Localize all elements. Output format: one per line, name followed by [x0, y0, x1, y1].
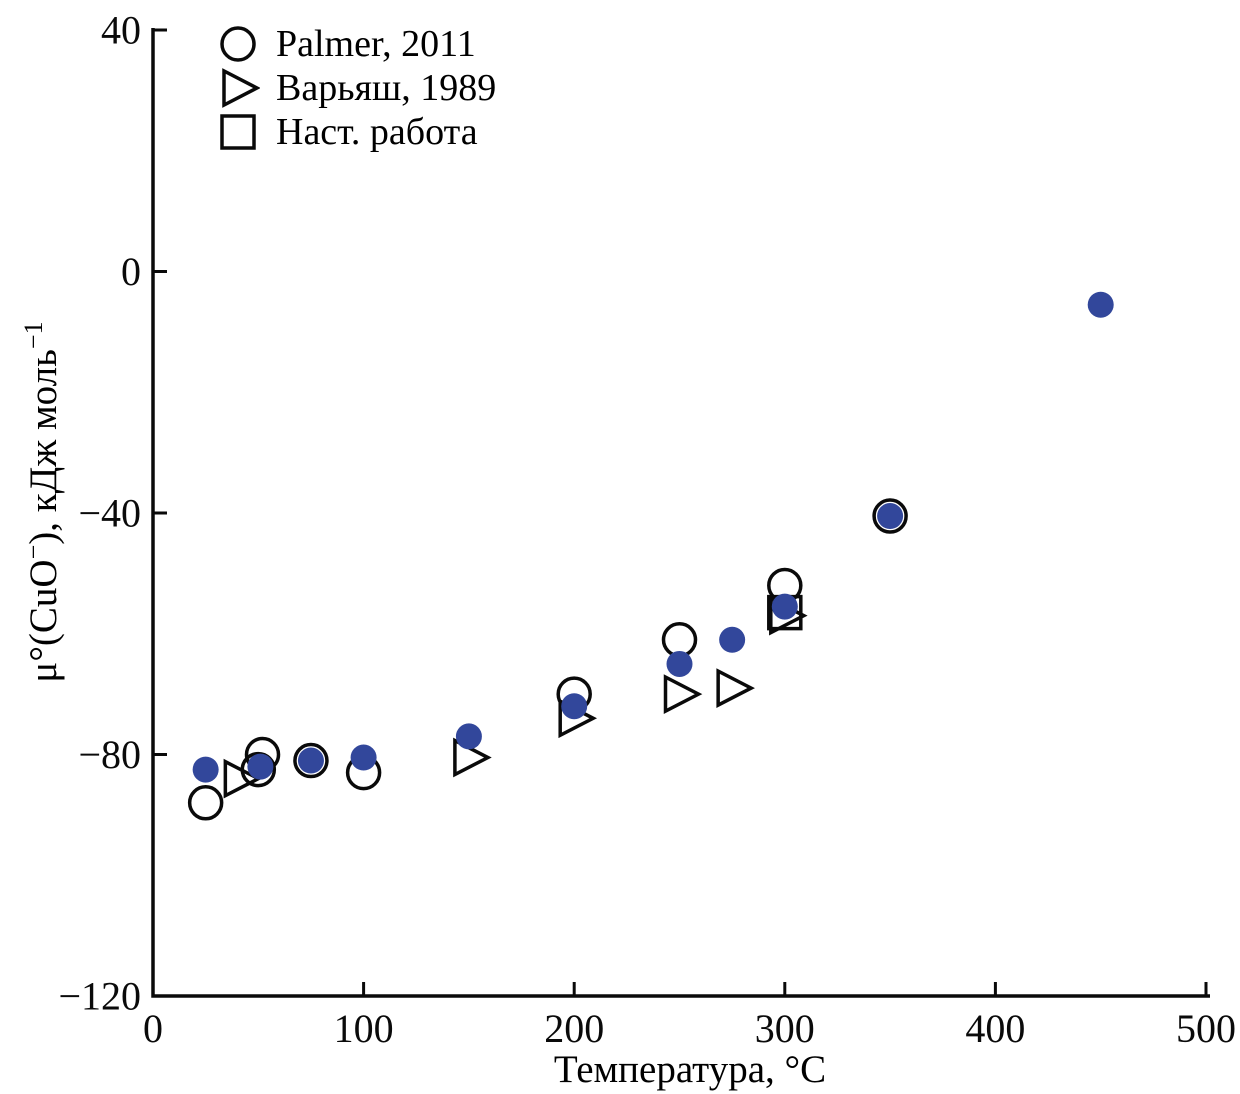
circle-filled-point: [192, 756, 219, 783]
triangle-open-point: [223, 758, 263, 799]
legend-item-varyash-1989: Варьяш, 1989: [216, 66, 496, 110]
y-tick-label: −40: [78, 491, 141, 536]
y-axis-label-pre: μ°(CuO: [22, 559, 65, 683]
y-axis-label: μ°(CuO−), кДж моль−1: [19, 152, 68, 852]
y-axis-label-mid: ), кДж моль: [22, 349, 65, 545]
y-tick-label: 0: [121, 249, 141, 294]
circle-filled-point: [247, 753, 274, 780]
x-axis-label: Температура, °C: [553, 1048, 827, 1091]
open-circle-marker-icon: [220, 26, 256, 62]
circle-open-point: [872, 498, 908, 534]
legend-item-palmer-2011: Palmer, 2011: [216, 22, 496, 66]
y-tick-label: −80: [78, 732, 141, 777]
circle-filled-point: [561, 693, 588, 720]
circle-open-point: [293, 742, 329, 779]
circle-open-point: [220, 26, 256, 62]
circle-filled-point: [1087, 291, 1114, 318]
legend-label: Варьяш, 1989: [276, 67, 497, 109]
x-tick-label: 400: [965, 1006, 1025, 1051]
x-tick-label: 0: [143, 1006, 163, 1051]
legend: Palmer, 2011 Варьяш, 1989 Наст. работа: [216, 22, 496, 154]
circle-filled-point: [666, 650, 693, 677]
legend-label: Palmer, 2011: [276, 23, 476, 65]
x-tick-label: 100: [334, 1006, 394, 1051]
circle-filled-point: [771, 593, 798, 620]
legend-item-this-work: Наст. работа: [216, 110, 496, 154]
x-tick-label: 300: [755, 1006, 815, 1051]
circle-filled-point: [719, 626, 746, 653]
x-tick-label: 500: [1176, 1006, 1236, 1051]
circle-filled-point: [297, 747, 324, 774]
axes-spines: [151, 28, 1210, 998]
open-triangle-marker-icon: [222, 68, 260, 108]
y-tick-label: 40: [101, 8, 141, 53]
triangle-open-point: [716, 668, 755, 708]
y-axis-label-sup-exp: −1: [19, 321, 48, 350]
circle-filled-point: [877, 503, 904, 530]
legend-label: Наст. работа: [276, 111, 478, 153]
x-tick-label: 200: [544, 1006, 604, 1051]
triangle-open-point: [222, 68, 260, 108]
y-tick-label: −120: [58, 974, 141, 1019]
circle-filled-point: [455, 723, 482, 750]
circle-open-point: [187, 785, 224, 821]
open-square-marker-icon: [220, 114, 256, 150]
circle-filled-point: [350, 744, 377, 771]
y-axis-label-sup-minus: −: [19, 544, 48, 560]
triangle-open-point: [663, 674, 703, 714]
square-open-point: [220, 114, 256, 150]
